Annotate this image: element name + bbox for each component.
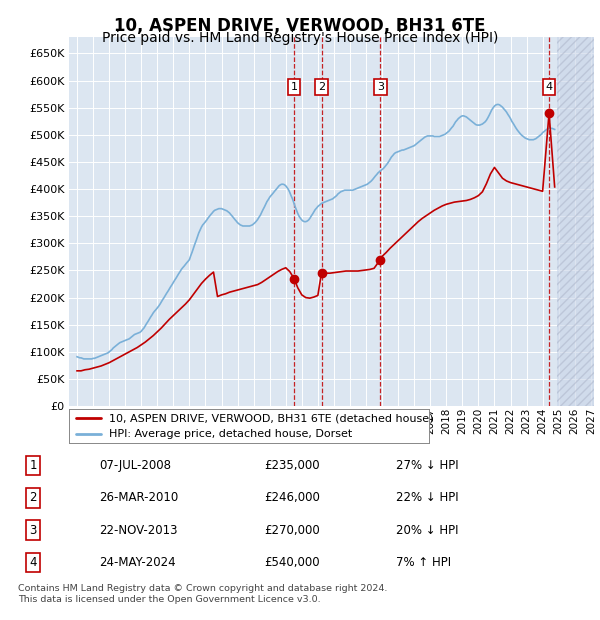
- Text: 22-NOV-2013: 22-NOV-2013: [99, 524, 178, 536]
- Text: £235,000: £235,000: [264, 459, 320, 472]
- Text: 26-MAR-2010: 26-MAR-2010: [99, 492, 178, 504]
- Text: Price paid vs. HM Land Registry's House Price Index (HPI): Price paid vs. HM Land Registry's House …: [102, 31, 498, 45]
- Text: £246,000: £246,000: [264, 492, 320, 504]
- Text: 3: 3: [377, 82, 384, 92]
- Text: 2: 2: [318, 82, 325, 92]
- Bar: [557, 37, 594, 406]
- Text: 10, ASPEN DRIVE, VERWOOD, BH31 6TE: 10, ASPEN DRIVE, VERWOOD, BH31 6TE: [114, 17, 486, 35]
- Text: Contains HM Land Registry data © Crown copyright and database right 2024.
This d: Contains HM Land Registry data © Crown c…: [18, 583, 388, 604]
- Text: £540,000: £540,000: [264, 556, 320, 569]
- Text: 20% ↓ HPI: 20% ↓ HPI: [396, 524, 458, 536]
- Text: 1: 1: [29, 459, 37, 472]
- Text: 4: 4: [29, 556, 37, 569]
- Text: 10, ASPEN DRIVE, VERWOOD, BH31 6TE (detached house): 10, ASPEN DRIVE, VERWOOD, BH31 6TE (deta…: [109, 414, 433, 423]
- Text: 24-MAY-2024: 24-MAY-2024: [99, 556, 176, 569]
- Text: 3: 3: [29, 524, 37, 536]
- Text: 2: 2: [29, 492, 37, 504]
- Text: 07-JUL-2008: 07-JUL-2008: [99, 459, 171, 472]
- Text: 4: 4: [545, 82, 553, 92]
- Text: 1: 1: [290, 82, 298, 92]
- Text: 7% ↑ HPI: 7% ↑ HPI: [396, 556, 451, 569]
- Text: 22% ↓ HPI: 22% ↓ HPI: [396, 492, 458, 504]
- Text: HPI: Average price, detached house, Dorset: HPI: Average price, detached house, Dors…: [109, 429, 352, 439]
- Text: 27% ↓ HPI: 27% ↓ HPI: [396, 459, 458, 472]
- Text: £270,000: £270,000: [264, 524, 320, 536]
